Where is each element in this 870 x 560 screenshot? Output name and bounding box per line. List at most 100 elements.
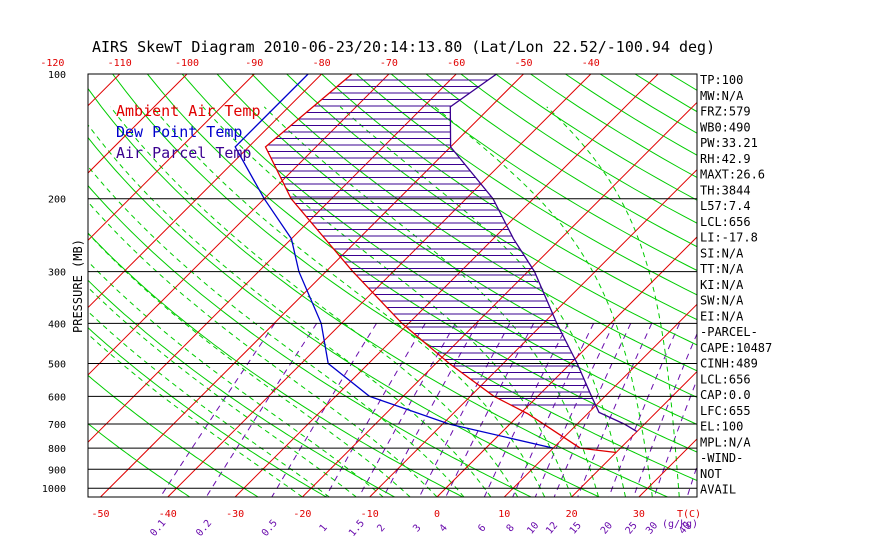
stability-index: FRZ:579 [700,105,751,119]
moist-adiabat-line [263,106,599,497]
mixing-ratio-label: 30 [644,520,660,536]
dry-adiabat-line [88,279,395,497]
mixing-ratio-line [553,323,632,497]
mixing-ratio-line [608,323,680,497]
moist-adiabat-line [88,260,384,497]
pressure-tick-labels: 100 200 300 400 500 600 700 800 900 1000 [42,70,66,495]
mixing-ratio-label: 0.1 [148,518,168,539]
top-temp-tick-label: -90 [245,58,263,69]
series-line [264,74,617,454]
bottom-temp-tick-label: 30 [633,509,645,520]
mixing-ratio-line [653,378,697,497]
top-temp-tick-label: -120 [40,58,64,69]
bottom-temp-tick-label: 20 [566,509,578,520]
bottom-temp-tick-label: 10 [498,509,510,520]
dry-adiabat-line [286,74,697,346]
dry-adiabat-line [356,74,697,296]
stability-index: EL:100 [700,420,743,434]
legend-entry: Dew Point Temp [116,123,242,141]
mixing-ratio-label: 10 [525,520,541,536]
dry-adiabat-line [88,327,327,497]
stability-index: CINH:489 [700,357,758,371]
isotherm-line [234,74,659,497]
bottom-temp-tick-label: -40 [159,509,177,520]
stability-index: -PARCEL- [700,325,758,339]
mixing-ratio-label: 8 [505,523,517,535]
dry-adiabat-line [147,74,697,453]
pressure-tick-label: 900 [48,465,66,476]
mixing-ratio-unit-label: (g/kg) [662,519,698,530]
plot-frame [87,73,698,498]
moist-adiabat-line [152,106,546,497]
mixing-ratio-line [325,323,426,497]
chart-title: AIRS SkewT Diagram 2010-06-23/20:14:13.8… [92,38,715,56]
isotherm-line [503,303,697,497]
dry-adiabat-line [495,74,697,201]
mixing-ratio-line [633,332,697,497]
pressure-tick-label: 500 [48,360,66,371]
stability-index: TT:N/A [700,262,744,276]
moist-adiabat-line [88,201,438,497]
isotherm-line [88,74,188,174]
mixing-ratio-label: 20 [599,520,615,536]
isotherm-line [436,236,697,497]
mixing-ratio-line [577,323,653,497]
temp-unit-label: T(C) [677,509,701,520]
moist-adiabats [88,106,680,497]
pressure-tick-label: 400 [48,319,66,330]
legend-entry: Air Parcel Temp [116,144,251,162]
stability-index: MAXT:26.6 [700,168,765,182]
mixing-ratio-line [271,323,377,497]
moist-adiabat-line [339,106,626,497]
moist-adiabat-line [88,232,411,497]
top-temp-tick-label: -60 [447,58,465,69]
bottom-temp-tick-label: -50 [91,509,109,520]
dry-adiabat-line [321,74,697,321]
cape-hatch [267,79,596,406]
dry-adiabats [88,74,697,497]
dry-adiabat-line [390,74,697,272]
moist-adiabat-line [434,106,653,497]
mixing-ratio-label: 25 [624,520,640,536]
mixing-ratio-line [534,323,615,497]
mixing-ratio-line [512,323,595,497]
moist-adiabat-line [546,106,680,497]
isotherm-line [167,74,592,497]
dry-adiabat-line [88,422,191,497]
pressure-tick-label: 300 [48,268,66,279]
dry-adiabat-line [88,87,668,497]
mixing-ratio-line [358,323,456,497]
top-temp-tick-label: -40 [582,58,600,69]
mixing-ratio-label: 1.5 [347,518,367,539]
mixing-ratio-label: 4 [438,523,450,535]
stability-index: MW:N/A [700,89,744,103]
pressure-tick-label: 800 [48,444,66,455]
mixing-ratio-label: 6 [476,523,488,535]
moist-adiabat-line [88,286,357,497]
pressure-tick-label: 1000 [42,484,66,495]
isotherm-line [369,168,697,497]
stability-index: RH:42.9 [700,152,751,166]
moist-adiabat-line [110,106,519,497]
mixing-ratio-label: 2 [375,523,387,535]
dry-adiabat-line [251,74,697,372]
top-temp-tick-label: -50 [514,58,532,69]
stability-index: SW:N/A [700,294,744,308]
moist-adiabat-line [88,310,330,497]
pressure-tick-label: 700 [48,420,66,431]
stability-index: SI:N/A [700,246,744,260]
isotherm-line [571,370,697,497]
dry-adiabat-line [425,74,697,248]
y-axis-label: PRESSURE (MB) [71,239,85,333]
bottom-temp-tick-label: -20 [293,509,311,520]
bottom-temp-tick-label: -30 [226,509,244,520]
stability-index: CAPE:10487 [700,341,772,355]
stability-index: MPL:N/A [700,435,751,449]
dry-adiabat-line [88,136,600,497]
stability-index: TH:3844 [700,183,751,197]
top-temp-tick-label: -80 [313,58,331,69]
stability-index: LFC:655 [700,404,751,418]
bottom-temp-tick-label: -10 [361,509,379,520]
top-temp-tick-label: -110 [108,58,132,69]
